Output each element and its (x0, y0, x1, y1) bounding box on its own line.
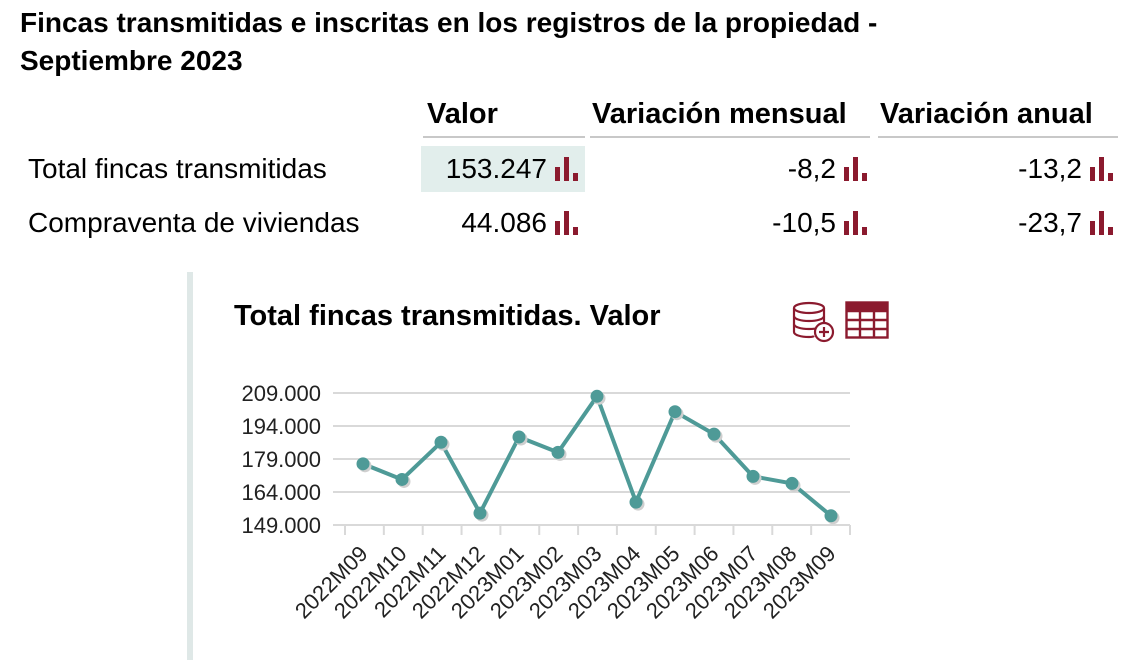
column-header-label: Variación mensual (592, 98, 847, 130)
cell-anual-total: -13,2 (878, 146, 1120, 192)
data-point[interactable] (512, 430, 526, 444)
bar-chart-icon[interactable] (844, 155, 870, 183)
column-header-variacion-mensual: Variación mensual (590, 94, 870, 138)
data-point[interactable] (551, 445, 565, 459)
database-add-icon[interactable] (791, 300, 837, 346)
data-point[interactable] (824, 509, 838, 523)
bar-chart-icon[interactable] (1090, 155, 1116, 183)
data-point[interactable] (473, 506, 487, 520)
data-point[interactable] (629, 495, 643, 509)
y-tick-label: 179.000 (241, 447, 321, 472)
value-text: 44.086 (461, 207, 547, 238)
row-label-total-fincas: Total fincas transmitidas (28, 153, 327, 184)
column-header-variacion-anual: Variación anual (878, 94, 1118, 138)
column-header-valor: Valor (423, 94, 585, 138)
y-tick-label: 164.000 (241, 480, 321, 505)
bar-chart-icon[interactable] (555, 209, 581, 237)
panel-left-border (187, 272, 193, 660)
value-text: -13,2 (1018, 153, 1082, 184)
y-tick-label: 149.000 (241, 513, 321, 538)
cell-valor-compraventa: 44.086 (421, 200, 585, 246)
data-point[interactable] (707, 427, 721, 441)
column-header-label: Valor (427, 98, 498, 130)
cell-mensual-total: -8,2 (590, 146, 874, 192)
data-point[interactable] (785, 476, 799, 490)
cell-mensual-compraventa: -10,5 (590, 200, 874, 246)
chart-title: Total fincas transmitidas. Valor (234, 300, 661, 332)
data-point[interactable] (668, 405, 682, 419)
table-grid-icon[interactable] (845, 301, 889, 339)
value-text: -23,7 (1018, 207, 1082, 238)
y-tick-label: 194.000 (241, 414, 321, 439)
data-point[interactable] (395, 472, 409, 486)
value-text: -8,2 (787, 153, 836, 184)
data-point[interactable] (746, 469, 760, 483)
y-tick-label: 209.000 (241, 381, 321, 406)
data-point[interactable] (434, 435, 448, 449)
data-point[interactable] (356, 457, 370, 471)
data-point[interactable] (590, 389, 604, 403)
bar-chart-icon[interactable] (1090, 209, 1116, 237)
column-header-label: Variación anual (880, 98, 1093, 130)
cell-anual-compraventa: -23,7 (878, 200, 1120, 246)
cell-valor-total: 153.247 (421, 146, 585, 192)
row-label-compraventa: Compraventa de viviendas (28, 207, 360, 238)
value-text: -10,5 (772, 207, 836, 238)
page-title: Fincas transmitidas e inscritas en los r… (20, 7, 878, 76)
value-text: 153.247 (445, 153, 547, 184)
series-line (362, 394, 833, 518)
bar-chart-icon[interactable] (555, 155, 581, 183)
bar-chart-icon[interactable] (844, 209, 870, 237)
